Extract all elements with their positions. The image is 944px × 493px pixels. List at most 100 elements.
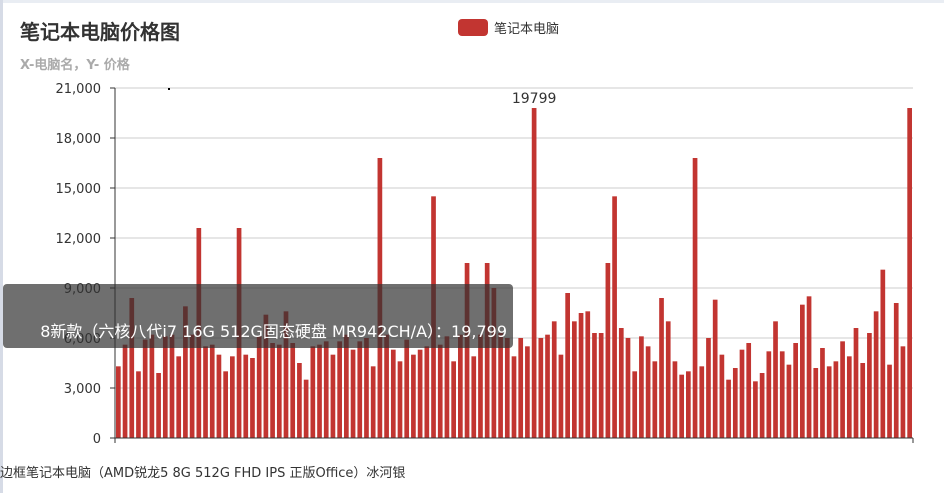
y-tick-label: 12,000 — [56, 232, 102, 247]
bar — [209, 344, 215, 438]
bar — [290, 343, 296, 438]
bar — [504, 338, 510, 438]
bar — [538, 338, 544, 438]
bar — [773, 321, 778, 438]
bar — [605, 263, 611, 438]
bar — [531, 108, 537, 439]
bar — [900, 346, 906, 438]
bar — [665, 321, 671, 438]
bar — [129, 298, 135, 438]
bar — [451, 361, 456, 438]
bar — [458, 334, 463, 438]
bar — [156, 373, 161, 438]
bar — [149, 334, 155, 438]
bar — [518, 338, 524, 438]
bar — [230, 356, 235, 438]
y-tick-label: 15,000 — [56, 182, 102, 197]
legend-label[interactable]: 笔记本电脑 — [494, 22, 560, 37]
bar — [887, 364, 892, 438]
bar — [176, 356, 182, 438]
bar — [833, 361, 839, 438]
bar — [424, 346, 430, 438]
bar — [122, 344, 128, 438]
bar — [632, 371, 638, 438]
bar — [263, 314, 269, 438]
bar — [598, 333, 604, 438]
bar — [223, 371, 228, 438]
bar — [390, 349, 396, 438]
bar — [652, 361, 658, 438]
tooltip: 8新款（六核八代i7 16G 512G固态硬盘 MR942CH/A）：19,79… — [3, 284, 513, 348]
bar — [283, 311, 289, 438]
bar — [618, 328, 624, 438]
window-top-border — [0, 0, 944, 3]
bar — [162, 336, 168, 438]
bar — [759, 373, 765, 438]
bar — [907, 108, 912, 439]
bar — [525, 346, 530, 438]
y-tick-label: 3,000 — [64, 382, 101, 397]
bar — [726, 379, 731, 438]
bar — [558, 354, 564, 438]
legend-swatch[interactable] — [458, 19, 488, 36]
bar — [732, 368, 738, 438]
bar — [813, 368, 819, 438]
bar — [303, 379, 309, 438]
bar — [766, 351, 772, 438]
bar — [417, 349, 423, 438]
chart-subtitle: X-电脑名，Y- 价格 — [20, 58, 130, 73]
bar — [746, 343, 752, 438]
bar — [411, 354, 416, 438]
data-label: 19799 — [512, 91, 557, 107]
bar — [484, 263, 490, 438]
tooltip-text: 8新款（六核八代i7 16G 512G固态硬盘 MR942CH/A）：19,79… — [40, 322, 507, 341]
bar — [169, 334, 175, 438]
bar — [357, 341, 363, 438]
bar — [867, 333, 872, 438]
bar — [437, 344, 443, 438]
bar — [142, 339, 148, 438]
bar — [753, 381, 758, 438]
bar — [880, 269, 886, 438]
bar — [203, 346, 208, 438]
bar — [826, 366, 832, 438]
bar — [679, 374, 684, 438]
bar — [511, 356, 517, 438]
bar — [471, 356, 477, 438]
bar — [297, 363, 302, 438]
bar — [276, 344, 282, 438]
bar — [793, 343, 798, 438]
bar — [116, 366, 121, 438]
bar — [323, 341, 329, 438]
bar — [860, 363, 866, 438]
bar — [216, 354, 222, 438]
chart-title: 笔记本电脑价格图 — [20, 20, 180, 44]
bar — [397, 361, 403, 438]
bar — [330, 354, 336, 438]
bar — [692, 158, 698, 438]
y-tick-label: 21,000 — [56, 82, 102, 97]
bar — [612, 196, 617, 438]
bar — [551, 321, 557, 438]
bar — [384, 334, 389, 438]
legend[interactable]: 笔记本电脑 — [458, 18, 559, 37]
bar — [840, 341, 845, 438]
bar — [873, 311, 879, 438]
bar — [364, 338, 369, 438]
bar — [592, 333, 597, 438]
bar — [779, 351, 785, 438]
bar — [585, 311, 591, 438]
bar — [719, 354, 725, 438]
bar — [565, 293, 570, 438]
bar — [686, 371, 691, 438]
bar — [659, 298, 664, 438]
bar — [317, 344, 322, 438]
bar — [478, 334, 483, 438]
bar — [183, 306, 188, 438]
bar — [370, 366, 376, 438]
bar — [739, 349, 745, 438]
bar — [786, 364, 792, 438]
bar — [712, 299, 718, 438]
bar — [820, 348, 825, 438]
